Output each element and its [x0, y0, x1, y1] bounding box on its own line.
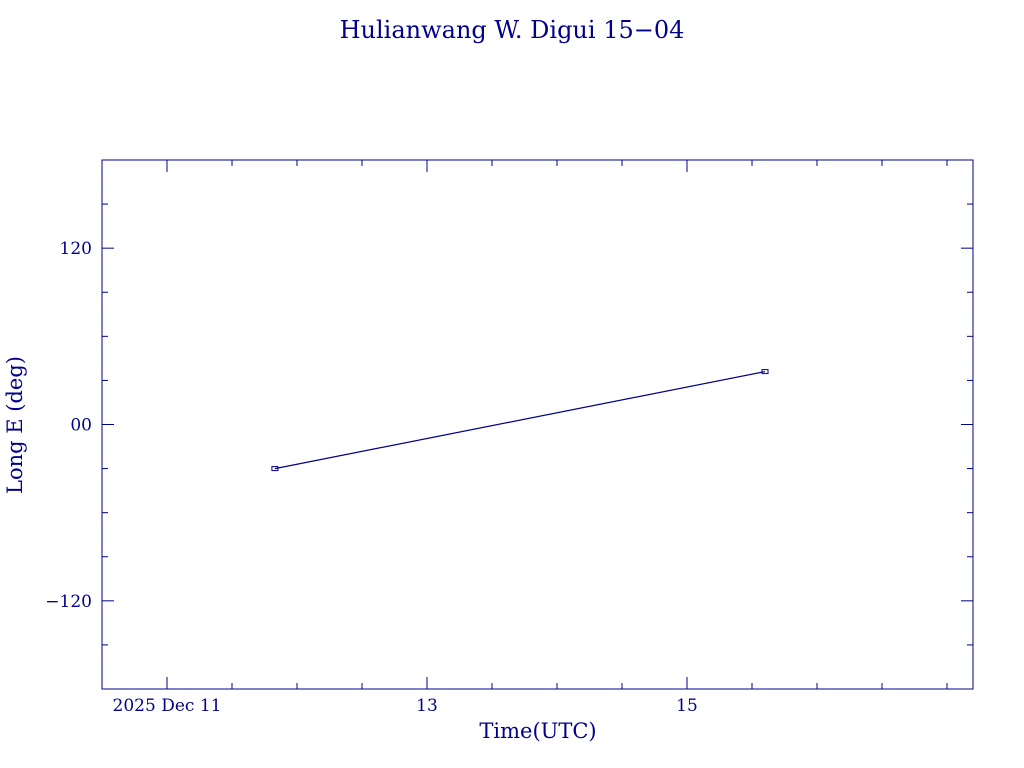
- x-tick-labels: 2025 Dec 11 13 15: [113, 696, 698, 716]
- x-tick-label: 15: [676, 696, 698, 716]
- x-tick-label: 13: [416, 696, 438, 716]
- x-tick-label: 2025 Dec 11: [113, 696, 222, 716]
- y-tick-label: 00: [70, 416, 92, 436]
- y-tick-label: 120: [60, 239, 92, 259]
- minor-ticks: [101, 160, 973, 689]
- plot-frame: [101, 159, 974, 690]
- y-tick-label: −120: [45, 592, 92, 612]
- chart-title: Hulianwang W. Digui 15−04: [340, 16, 685, 44]
- series-line: [274, 371, 766, 470]
- data-point-marker: [761, 369, 769, 375]
- major-ticks: [102, 160, 973, 689]
- x-axis-label: Time(UTC): [479, 719, 596, 743]
- y-tick-labels: 120 00 −120: [45, 239, 92, 612]
- data-point-marker: [271, 466, 279, 472]
- y-axis-label: Long E (deg): [3, 356, 27, 494]
- series-layer: [271, 369, 769, 472]
